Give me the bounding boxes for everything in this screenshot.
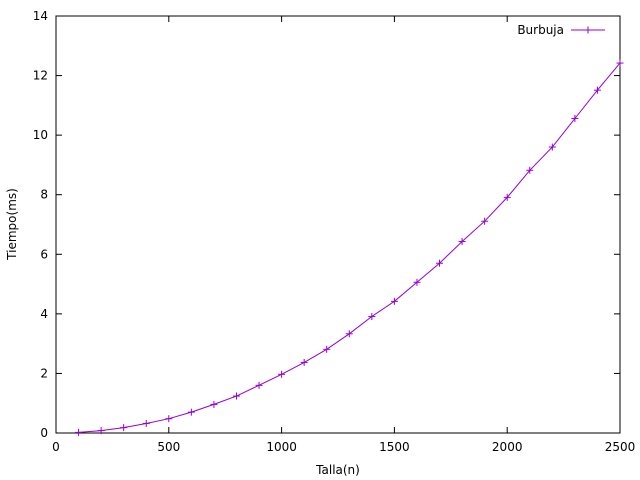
data-point [323,345,331,353]
data-point [526,166,534,174]
data-point [300,358,308,366]
data-point [436,259,444,267]
y-tick-label: 12 [33,69,48,83]
data-point [142,419,150,427]
data-point [120,424,128,432]
x-axis-label: Talla(n) [315,463,360,477]
data-point [390,297,398,305]
data-point [413,278,421,286]
y-tick-label: 6 [40,247,48,261]
data-point [593,86,601,94]
legend-marker [584,26,592,34]
x-tick-label: 1000 [266,440,297,454]
y-tick-label: 2 [40,366,48,380]
data-point [458,237,466,245]
data-point [368,313,376,321]
data-point [345,330,353,338]
legend-label: Burbuja [517,23,564,37]
data-point [503,193,511,201]
x-tick-label: 0 [52,440,60,454]
x-tick-label: 500 [157,440,180,454]
data-point [187,408,195,416]
y-axis-ticks: 0 2 4 6 8 10 12 14 [33,9,620,440]
x-tick-label: 2500 [605,440,636,454]
legend: Burbuja [517,23,605,37]
data-point [165,415,173,423]
x-tick-label: 2000 [492,440,523,454]
data-point [210,400,218,408]
y-tick-label: 14 [33,9,48,23]
series-layer [75,59,624,436]
data-point [616,59,624,67]
plot-frame [55,15,621,434]
data-point [548,143,556,151]
series-line [78,62,621,433]
x-tick-label: 1500 [379,440,410,454]
y-tick-label: 0 [40,426,48,440]
data-point [481,217,489,225]
y-tick-label: 10 [33,128,48,142]
y-axis-label: Tiempo(ms) [5,188,19,261]
data-point [232,392,240,400]
data-point [255,381,263,389]
data-point [571,114,579,122]
data-point [75,428,83,436]
y-tick-label: 4 [40,307,48,321]
y-tick-label: 8 [40,188,48,202]
data-point [97,427,105,435]
x-axis-ticks: 0 500 1000 1500 2000 2500 [52,16,635,454]
data-point [278,370,286,378]
